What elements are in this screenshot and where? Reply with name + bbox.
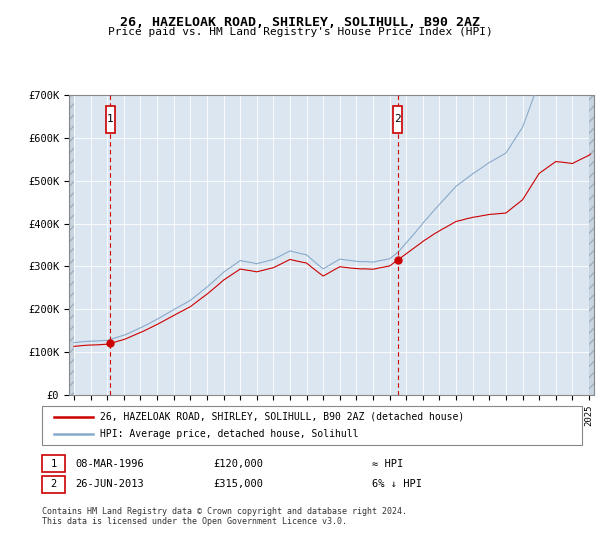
Text: 2: 2 (394, 114, 401, 124)
FancyBboxPatch shape (393, 106, 402, 133)
Text: 2: 2 (50, 479, 56, 489)
Text: 6% ↓ HPI: 6% ↓ HPI (372, 479, 422, 489)
Text: 1: 1 (50, 459, 56, 469)
Text: ≈ HPI: ≈ HPI (372, 459, 403, 469)
Text: £120,000: £120,000 (213, 459, 263, 469)
Text: £315,000: £315,000 (213, 479, 263, 489)
Text: 1: 1 (107, 114, 113, 124)
Text: Price paid vs. HM Land Registry's House Price Index (HPI): Price paid vs. HM Land Registry's House … (107, 27, 493, 37)
Text: 26-JUN-2013: 26-JUN-2013 (75, 479, 144, 489)
Text: 26, HAZELOAK ROAD, SHIRLEY, SOLIHULL, B90 2AZ (detached house): 26, HAZELOAK ROAD, SHIRLEY, SOLIHULL, B9… (100, 412, 464, 422)
Text: 08-MAR-1996: 08-MAR-1996 (75, 459, 144, 469)
FancyBboxPatch shape (106, 106, 115, 133)
Text: HPI: Average price, detached house, Solihull: HPI: Average price, detached house, Soli… (100, 429, 359, 439)
Bar (589, 95, 594, 395)
Bar (69, 95, 74, 395)
Text: Contains HM Land Registry data © Crown copyright and database right 2024.
This d: Contains HM Land Registry data © Crown c… (42, 507, 407, 526)
Text: 26, HAZELOAK ROAD, SHIRLEY, SOLIHULL, B90 2AZ: 26, HAZELOAK ROAD, SHIRLEY, SOLIHULL, B9… (120, 16, 480, 29)
